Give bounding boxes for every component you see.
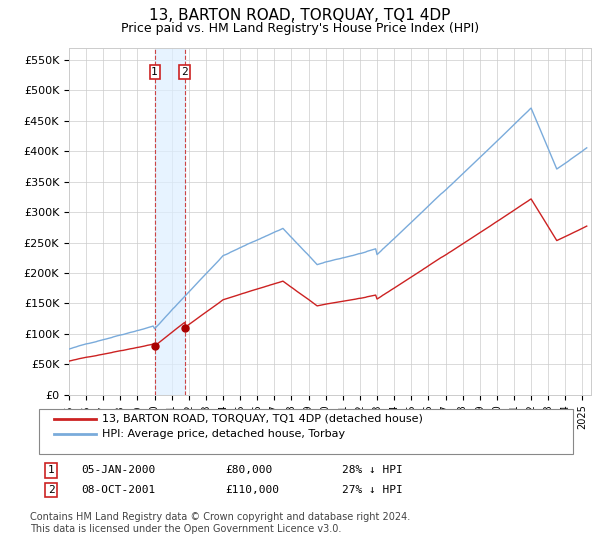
Text: 1: 1 bbox=[151, 67, 158, 77]
Text: 05-JAN-2000: 05-JAN-2000 bbox=[81, 465, 155, 475]
Text: 2: 2 bbox=[181, 67, 188, 77]
Bar bbox=[155, 48, 185, 395]
Text: 1: 1 bbox=[47, 465, 55, 475]
Text: 27% ↓ HPI: 27% ↓ HPI bbox=[342, 485, 403, 495]
Text: HPI: Average price, detached house, Torbay: HPI: Average price, detached house, Torb… bbox=[102, 429, 345, 439]
Text: 2: 2 bbox=[47, 485, 55, 495]
Text: 13, BARTON ROAD, TORQUAY, TQ1 4DP: 13, BARTON ROAD, TORQUAY, TQ1 4DP bbox=[149, 8, 451, 24]
Text: £80,000: £80,000 bbox=[225, 465, 272, 475]
Text: £110,000: £110,000 bbox=[225, 485, 279, 495]
Text: Price paid vs. HM Land Registry's House Price Index (HPI): Price paid vs. HM Land Registry's House … bbox=[121, 22, 479, 35]
Text: 08-OCT-2001: 08-OCT-2001 bbox=[81, 485, 155, 495]
Text: 13, BARTON ROAD, TORQUAY, TQ1 4DP (detached house): 13, BARTON ROAD, TORQUAY, TQ1 4DP (detac… bbox=[102, 414, 423, 424]
Text: Contains HM Land Registry data © Crown copyright and database right 2024.
This d: Contains HM Land Registry data © Crown c… bbox=[30, 512, 410, 534]
Text: 28% ↓ HPI: 28% ↓ HPI bbox=[342, 465, 403, 475]
